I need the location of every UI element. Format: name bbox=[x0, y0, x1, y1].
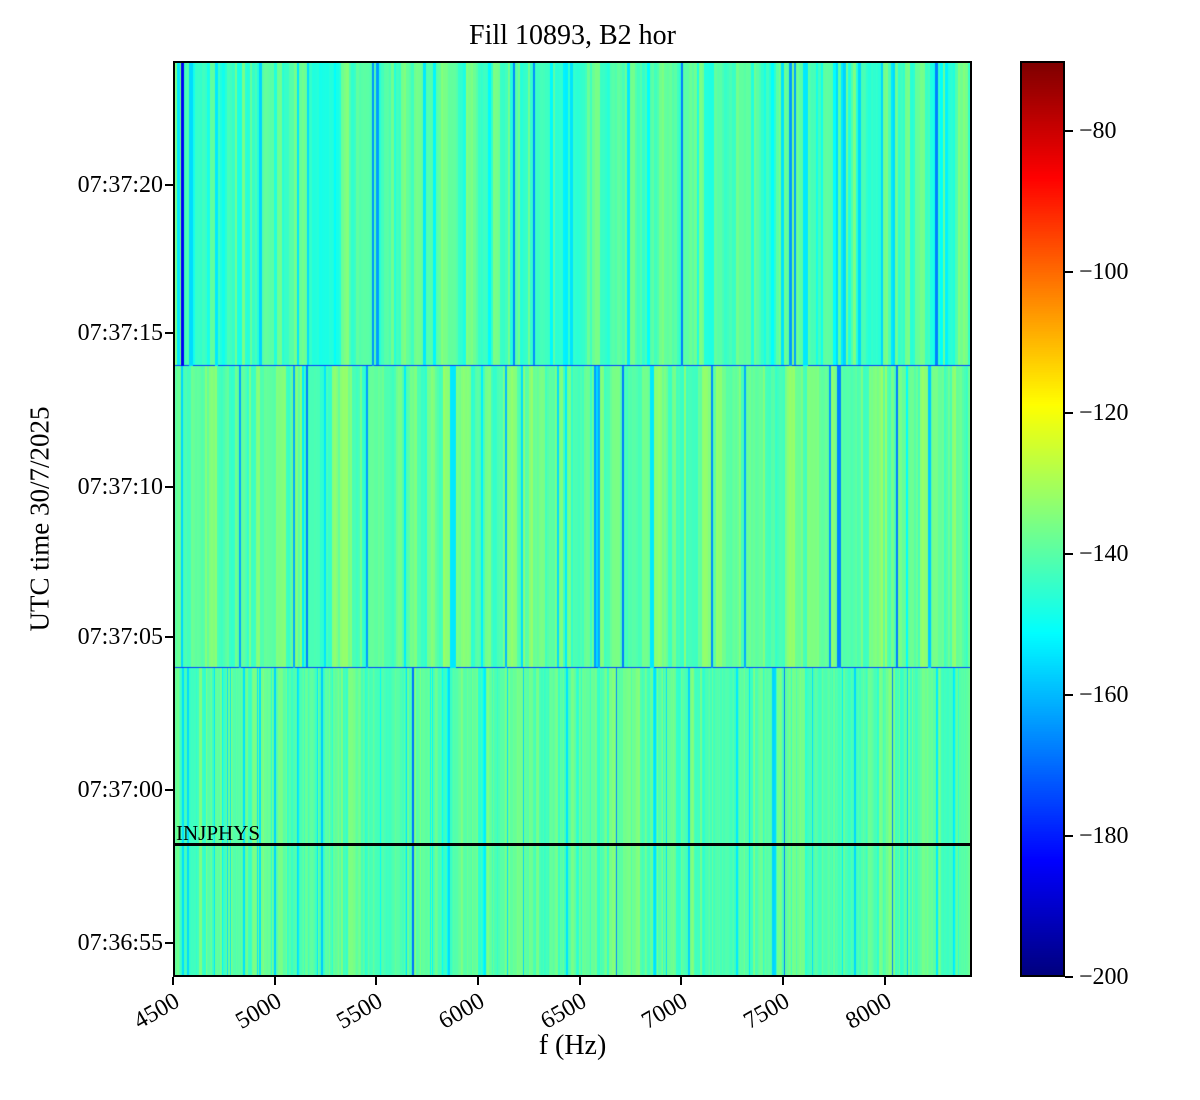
y-axis-label: UTC time 30/7/2025 bbox=[24, 406, 55, 632]
colorbar-tick-label: −180 bbox=[1079, 823, 1129, 850]
colorbar-tick-label: −140 bbox=[1079, 541, 1129, 568]
y-tick-mark bbox=[165, 485, 173, 488]
colorbar-tick-mark bbox=[1065, 553, 1073, 556]
colorbar-tick-label: −120 bbox=[1079, 400, 1129, 427]
colorbar-tick-mark bbox=[1065, 835, 1073, 838]
colorbar-tick-mark bbox=[1065, 130, 1073, 133]
colorbar-tick-mark bbox=[1065, 694, 1073, 697]
y-tick-label: 07:37:20 bbox=[77, 171, 163, 198]
colorbar bbox=[1020, 61, 1065, 977]
colorbar-tick-mark bbox=[1065, 976, 1073, 978]
x-tick-mark bbox=[172, 977, 174, 985]
x-tick-mark bbox=[883, 977, 886, 985]
plot-area: INJPHYS bbox=[173, 61, 972, 977]
chart-title: Fill 10893, B2 hor bbox=[469, 20, 676, 51]
x-tick-mark bbox=[578, 977, 581, 985]
y-tick-label: 07:37:00 bbox=[77, 777, 163, 804]
y-tick-label: 07:36:55 bbox=[77, 930, 163, 957]
y-tick-mark bbox=[165, 942, 173, 945]
x-tick-label: 4500 bbox=[129, 988, 184, 1035]
colorbar-tick-mark bbox=[1065, 412, 1073, 415]
y-tick-mark bbox=[165, 183, 173, 186]
x-tick-mark bbox=[781, 977, 784, 985]
colorbar-tick-label: −100 bbox=[1079, 259, 1129, 286]
colorbar-tick-label: −80 bbox=[1079, 118, 1117, 145]
colorbar-tick-label: −160 bbox=[1079, 682, 1129, 709]
x-tick-mark bbox=[375, 977, 378, 985]
x-tick-mark bbox=[476, 977, 479, 985]
y-tick-mark bbox=[165, 332, 173, 335]
x-tick-mark bbox=[273, 977, 276, 985]
injphys-annotation-label: INJPHYS bbox=[176, 820, 261, 845]
y-tick-label: 07:37:10 bbox=[77, 473, 163, 500]
colorbar-tick-mark bbox=[1065, 271, 1073, 274]
colorbar-tick-label: −200 bbox=[1079, 964, 1129, 990]
y-tick-mark bbox=[165, 636, 173, 639]
y-tick-mark bbox=[165, 789, 173, 792]
y-tick-label: 07:37:05 bbox=[77, 624, 163, 651]
y-tick-label: 07:37:15 bbox=[77, 320, 163, 347]
injphys-annotation-line bbox=[175, 843, 970, 847]
heatmap-canvas bbox=[175, 63, 970, 975]
x-tick-mark bbox=[680, 977, 683, 985]
x-axis-label: f (Hz) bbox=[538, 1030, 607, 1061]
colorbar-canvas bbox=[1022, 63, 1063, 975]
